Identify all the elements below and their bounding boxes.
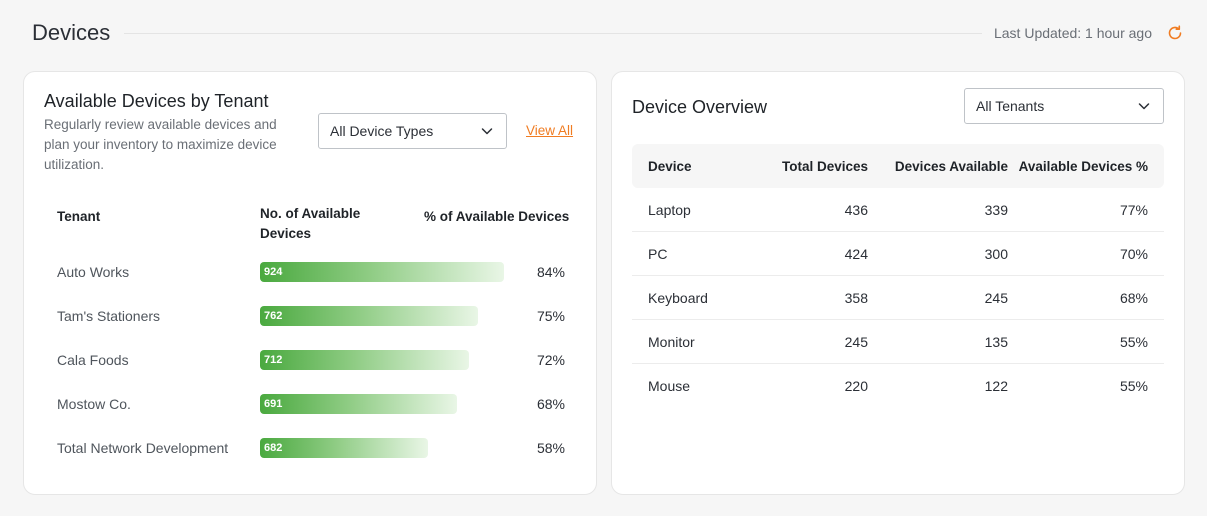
column-header-device: Device — [648, 158, 692, 174]
table-row: Mouse 220 122 55% — [632, 364, 1164, 408]
devices-available: 245 — [984, 289, 1008, 306]
available-devices-by-tenant-card: Available Devices by Tenant Regularly re… — [23, 71, 597, 495]
tenant-row: Total Network Development 682 58% — [24, 438, 598, 460]
tenant-name: Cala Foods — [57, 352, 129, 368]
header-divider — [124, 32, 982, 34]
page-header: Devices Last Updated: 1 hour ago — [32, 18, 1184, 48]
available-percent: 55% — [1119, 378, 1148, 394]
availability-percent: 84% — [536, 264, 565, 280]
tenant-row: Cala Foods 712 72% — [24, 350, 598, 372]
availability-bar — [260, 438, 428, 458]
total-devices: 436 — [844, 201, 868, 218]
tenant-select-value: All Tenants — [976, 98, 1045, 114]
availability-percent: 58% — [536, 440, 565, 456]
tenant-row: Tam's Stationers 762 75% — [24, 306, 598, 328]
refresh-icon[interactable] — [1166, 24, 1184, 42]
column-header-total: Total Devices — [781, 158, 868, 174]
availability-percent: 75% — [536, 308, 565, 324]
available-percent: 55% — [1119, 333, 1148, 350]
tenant-name: Tam's Stationers — [57, 308, 161, 324]
chevron-down-icon — [480, 124, 494, 138]
card-title: Device Overview — [632, 97, 768, 117]
devices-available: 135 — [984, 333, 1008, 350]
device-name: Laptop — [648, 201, 691, 218]
table-row: Monitor 245 135 55% — [632, 320, 1164, 364]
device-type-select-value: All Device Types — [330, 123, 434, 139]
device-name: PC — [648, 245, 668, 262]
column-header-percent: Available Devices % — [1018, 158, 1148, 174]
page-title: Devices — [32, 20, 111, 45]
column-header-available: Devices Available — [894, 158, 1008, 174]
availability-bar — [260, 350, 469, 370]
availability-percent: 72% — [536, 352, 565, 368]
tenant-name: Total Network Development — [57, 440, 229, 456]
devices-available: 300 — [984, 245, 1008, 262]
last-updated-text: Last Updated: 1 hour ago — [993, 25, 1152, 41]
availability-count: 691 — [264, 398, 283, 410]
column-header-available-count: No. of Available Devices — [260, 206, 361, 241]
tenant-select[interactable]: All Tenants — [964, 88, 1164, 124]
tenant-row: Mostow Co. 691 68% — [24, 394, 598, 416]
device-overview-table: Device Total Devices Devices Available A… — [632, 144, 1164, 408]
card-title: Available Devices by Tenant — [44, 91, 269, 111]
availability-bar — [260, 306, 478, 326]
device-name: Monitor — [648, 333, 695, 350]
devices-available: 339 — [984, 201, 1008, 218]
tenant-name: Auto Works — [57, 264, 130, 280]
column-header-available-percent: % of Available Devices — [424, 209, 570, 224]
total-devices: 245 — [844, 333, 868, 350]
device-name: Mouse — [648, 378, 691, 394]
available-percent: 70% — [1119, 245, 1148, 262]
tenant-row: Auto Works 924 84% — [24, 262, 598, 284]
table-row: Keyboard 358 245 68% — [632, 276, 1164, 320]
total-devices: 358 — [844, 289, 868, 306]
chevron-down-icon — [1137, 99, 1151, 113]
availability-count: 762 — [264, 310, 283, 322]
device-name: Keyboard — [648, 289, 708, 306]
tenant-name: Mostow Co. — [57, 396, 131, 412]
availability-count: 712 — [264, 354, 283, 366]
total-devices: 220 — [844, 378, 868, 394]
availability-percent: 68% — [536, 396, 565, 412]
device-type-select[interactable]: All Device Types — [318, 113, 507, 149]
available-percent: 68% — [1119, 289, 1148, 306]
availability-count: 924 — [264, 266, 283, 278]
availability-bar — [260, 394, 457, 414]
view-all-link[interactable]: View All — [526, 123, 574, 138]
availability-bar — [260, 262, 504, 282]
table-row: PC 424 300 70% — [632, 232, 1164, 276]
table-header: Device Total Devices Devices Available A… — [632, 144, 1164, 188]
card-description: Regularly review available devices and p… — [44, 117, 277, 172]
table-row: Laptop 436 339 77% — [632, 188, 1164, 232]
total-devices: 424 — [844, 245, 868, 262]
device-overview-card: Device Overview All Tenants Device Total… — [611, 71, 1185, 495]
column-header-tenant: Tenant — [57, 209, 101, 224]
devices-available: 122 — [984, 378, 1008, 394]
available-percent: 77% — [1119, 201, 1148, 218]
availability-count: 682 — [264, 442, 283, 454]
